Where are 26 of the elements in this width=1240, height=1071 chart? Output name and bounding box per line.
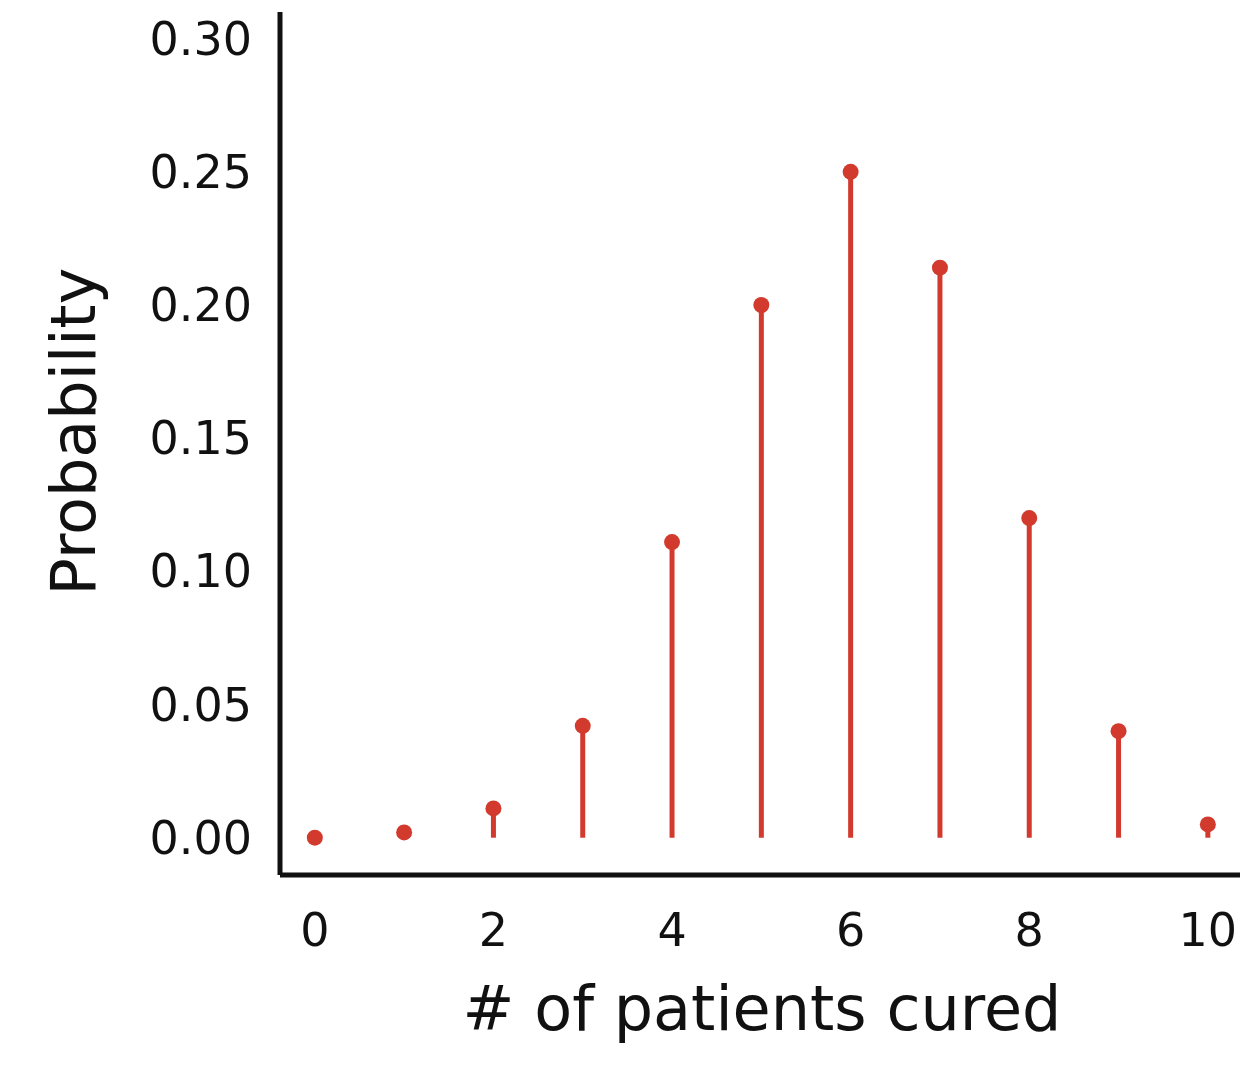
x-tick-label: 2 bbox=[478, 903, 509, 957]
point bbox=[931, 259, 948, 276]
point bbox=[753, 296, 770, 313]
y-tick-label: 0.05 bbox=[149, 677, 252, 732]
point bbox=[1199, 816, 1216, 833]
point bbox=[842, 163, 859, 180]
y-tick-label: 0.15 bbox=[149, 411, 252, 466]
point bbox=[1021, 510, 1038, 527]
x-tick-label: 0 bbox=[300, 903, 330, 957]
y-tick-label: 0.10 bbox=[149, 544, 252, 599]
point bbox=[1110, 723, 1127, 740]
point bbox=[574, 717, 591, 734]
x-axis-title: # of patients cured bbox=[462, 972, 1062, 1045]
x-tick-label: 10 bbox=[1178, 903, 1238, 957]
point bbox=[306, 829, 323, 846]
x-tick-label: 4 bbox=[657, 903, 687, 957]
y-tick-label: 0.25 bbox=[149, 144, 252, 199]
y-tick-label: 0.00 bbox=[149, 810, 252, 865]
y-tick-label: 0.20 bbox=[149, 277, 252, 332]
y-tick-label: 0.30 bbox=[149, 11, 252, 66]
point bbox=[396, 824, 413, 841]
y-axis-title: Probability bbox=[37, 267, 110, 596]
point bbox=[485, 800, 502, 817]
x-tick-label: 6 bbox=[836, 903, 866, 957]
point bbox=[664, 534, 681, 551]
x-tick-label: 8 bbox=[1014, 903, 1044, 957]
